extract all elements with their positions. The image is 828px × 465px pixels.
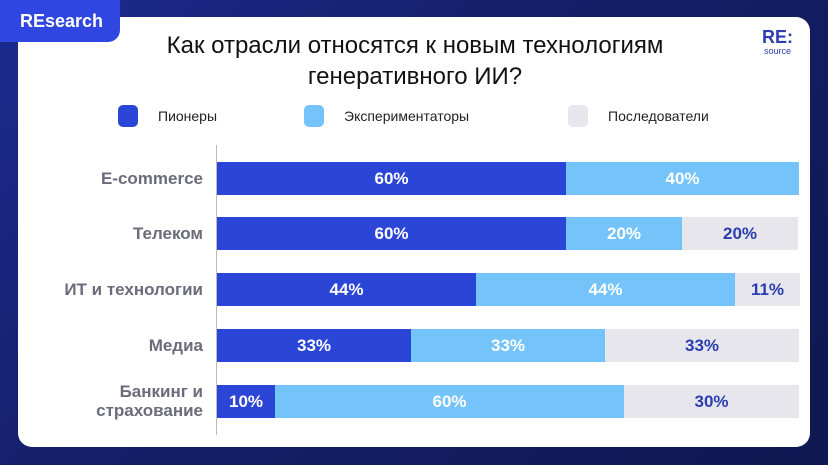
bar-segment: 60% — [275, 385, 624, 418]
legend-item: Экспериментаторы — [304, 105, 469, 127]
category-label: ИТ и технологии — [64, 280, 203, 299]
category-label: Медиа — [148, 336, 203, 355]
bar-segment: 60% — [217, 217, 566, 250]
legend-swatch — [118, 105, 138, 127]
legend-item: Последователи — [568, 105, 709, 127]
legend-label: Пионеры — [158, 108, 218, 124]
category-label: Банкинг и страхование — [96, 382, 203, 420]
category-label: Телеком — [132, 224, 203, 243]
bar-segment: 33% — [605, 329, 799, 362]
bar-segment: 33% — [411, 329, 605, 362]
bar-segment: 30% — [624, 385, 799, 418]
resource-logo: RE: source — [762, 27, 793, 56]
bar-segment: 40% — [566, 162, 799, 195]
chart-title: Как отрасли относятся к новым технология… — [166, 32, 664, 90]
bar-segment: 33% — [217, 329, 411, 362]
legend-label: Последователи — [608, 108, 709, 124]
bar-segment: 10% — [217, 385, 275, 418]
legend-swatch — [568, 105, 588, 127]
bar-segment: 44% — [476, 273, 735, 306]
category-label: E-commerce — [100, 169, 203, 188]
legend-swatch — [304, 105, 324, 127]
y-axis-line — [216, 145, 217, 435]
bar-segment: 44% — [217, 273, 476, 306]
bar-segment: 20% — [682, 217, 798, 250]
bar-segment: 11% — [735, 273, 800, 306]
legend-label: Экспериментаторы — [344, 108, 470, 124]
bar-segment: 20% — [566, 217, 682, 250]
bar-segment: 60% — [217, 162, 566, 195]
research-badge: REsearch — [0, 0, 120, 42]
legend-item: Пионеры — [118, 105, 217, 127]
